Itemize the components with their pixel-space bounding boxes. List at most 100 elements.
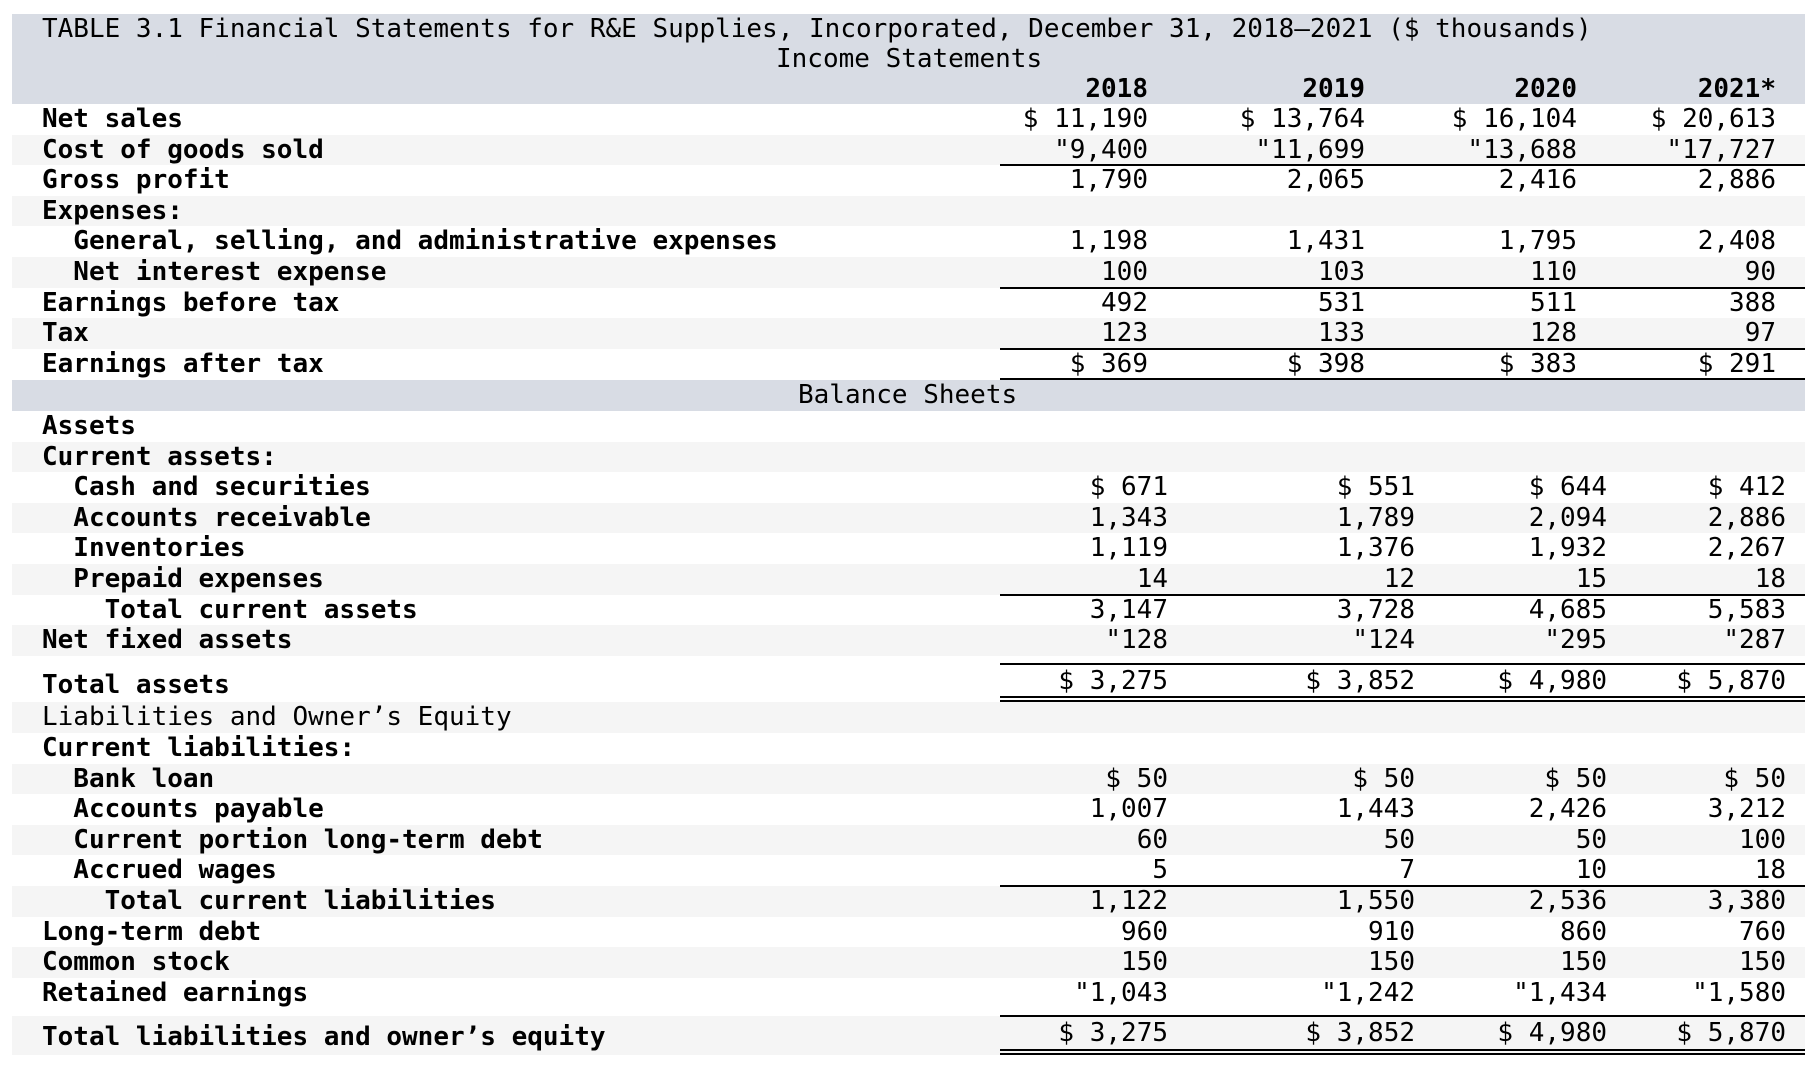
cell-2018: 150: [1121, 947, 1168, 978]
row-label: Prepaid expenses: [42, 564, 324, 594]
cell-2021: $ 412: [1707, 472, 1786, 503]
total-rule: [1000, 378, 1805, 381]
balance-row: Long-term debt 960 910 860 760: [12, 917, 1805, 948]
balance-row: Assets: [12, 411, 1805, 442]
cell-2019: 1,789: [1336, 502, 1415, 533]
cell-2020: 110: [1530, 257, 1577, 287]
cell-2018: 60: [1136, 824, 1168, 855]
cell-2020: 2,416: [1498, 165, 1577, 196]
income-row: Earnings before tax 492 531 511 388: [12, 288, 1805, 319]
cell-2020: 2,094: [1528, 502, 1607, 533]
cell-2020: 511: [1530, 287, 1577, 318]
row-label: Earnings before tax: [42, 287, 340, 318]
cell-2019: 1,376: [1336, 533, 1415, 564]
year-header-2020: 2020: [1514, 74, 1577, 104]
row-label: Assets: [42, 411, 136, 441]
cell-2018: "1,043: [1074, 977, 1168, 1008]
cell-2021: 97: [1744, 318, 1776, 349]
cell-2021: 5,583: [1707, 594, 1786, 625]
cell-2018: 1,122: [1089, 886, 1168, 916]
balance-row: Current liabilities:: [12, 733, 1805, 764]
cell-2019: $ 13,764: [1239, 104, 1365, 134]
cell-2021: 90: [1744, 257, 1776, 287]
row-label: Gross profit: [42, 165, 230, 196]
balance-row: Net fixed assets "128 "124 "295 "287: [12, 625, 1805, 656]
cell-2018: 1,198: [1069, 226, 1148, 257]
row-label: Net fixed assets: [42, 625, 293, 656]
cell-2021: 18: [1754, 855, 1786, 886]
income-row: Net interest expense 100 103 110 90: [12, 257, 1805, 288]
total-rule: [1000, 662, 1805, 665]
cell-2020: "13,688: [1467, 134, 1577, 165]
cell-2019: "124: [1352, 625, 1415, 656]
total-rule: [1000, 1015, 1805, 1018]
cell-2020: 1,932: [1528, 533, 1607, 564]
balance-row: Total assets $ 3,275 $ 3,852 $ 4,980 $ 5,870: [12, 664, 1805, 703]
cell-2018: $ 50: [1105, 763, 1168, 794]
balance-row: Total liabilities and owner’s equity $ 3,…: [12, 1016, 1805, 1055]
cell-2021: 2,267: [1707, 533, 1786, 564]
balance-row: Current portion long-term debt 60 50 50 100: [12, 824, 1805, 856]
year-header-2021: 2021*: [1697, 74, 1776, 104]
cell-2021: 2,408: [1697, 226, 1776, 257]
total-rule: [1000, 593, 1805, 596]
balance-row: Prepaid expenses 14 12 15 18: [12, 564, 1805, 595]
total-rule: [1000, 164, 1805, 167]
income-row: Net sales $ 11,190 $ 13,764 $ 16,104 $ 20,61…: [12, 104, 1805, 135]
row-label: Total liabilities and owner’s equity: [42, 1022, 606, 1053]
row-label: Accrued wages: [42, 855, 277, 886]
balance-sheets-band: [12, 380, 1805, 411]
cell-2019: "11,699: [1255, 134, 1365, 165]
row-label: Cost of goods sold: [42, 134, 324, 165]
cell-2018: $ 671: [1089, 472, 1168, 503]
cell-2018: 123: [1101, 318, 1148, 349]
cell-2020: 50: [1575, 824, 1607, 855]
row-label: Accounts payable: [42, 794, 324, 825]
cell-2019: $ 3,852: [1305, 665, 1415, 696]
cell-2019: 133: [1318, 318, 1365, 349]
cell-2018: 1,007: [1089, 794, 1168, 825]
cell-2019: $ 3,852: [1305, 1018, 1415, 1049]
row-label: Tax: [42, 318, 89, 349]
balance-row: Current assets:: [12, 441, 1805, 473]
table-title: TABLE 3.1 Financial Statements for R&E S…: [42, 14, 1592, 44]
cell-2020: $ 644: [1528, 472, 1607, 503]
income-row: Tax 123 133 128 97: [12, 318, 1805, 349]
cell-2019: 1,550: [1336, 886, 1415, 916]
balance-row: Accounts receivable 1,343 1,789 2,094 2,886: [12, 502, 1805, 534]
cell-2019: 1,431: [1286, 226, 1365, 257]
cell-2019: 910: [1368, 916, 1415, 947]
balance-row: Retained earnings "1,043 "1,242 "1,434 "1,58…: [12, 978, 1805, 1009]
cell-2018: $ 369: [1069, 348, 1148, 379]
cell-2021: 3,212: [1707, 794, 1786, 825]
cell-2018: "128: [1105, 625, 1168, 656]
income-row: Gross profit 1,790 2,065 2,416 2,886: [12, 165, 1805, 196]
grand-total-double-rule: [1000, 696, 1805, 703]
row-label: Earnings after tax: [42, 348, 324, 379]
cell-2021: 2,886: [1697, 165, 1776, 196]
cell-2021: $ 5,870: [1676, 1018, 1786, 1049]
cell-2020: 128: [1530, 318, 1577, 349]
row-label: Inventories: [42, 533, 246, 564]
year-header-2018: 2018: [1085, 74, 1148, 104]
cell-2018: "9,400: [1054, 134, 1148, 165]
cell-2021: "17,727: [1666, 134, 1776, 165]
income-row: Earnings after tax $ 369 $ 398 $ 383 $ 291: [12, 349, 1805, 380]
cell-2019: 150: [1368, 947, 1415, 978]
cell-2019: 12: [1383, 564, 1415, 594]
balance-sheets-heading: Balance Sheets: [798, 380, 1018, 410]
row-label: Long-term debt: [42, 916, 262, 947]
cell-2020: $ 383: [1498, 348, 1577, 379]
cell-2021: 2,886: [1707, 502, 1786, 533]
cell-2018: 960: [1121, 916, 1168, 947]
cell-2019: $ 551: [1336, 472, 1415, 503]
cell-2021: 150: [1739, 947, 1786, 978]
cell-2021: $ 20,613: [1650, 104, 1776, 134]
cell-2018: 1,119: [1089, 533, 1168, 564]
cell-2019: 103: [1318, 257, 1365, 287]
row-label: Retained earnings: [42, 977, 309, 1008]
row-label: Total current liabilities: [42, 886, 496, 916]
balance-row: Accounts payable 1,007 1,443 2,426 3,212: [12, 794, 1805, 825]
cell-2018: $ 11,190: [1022, 104, 1148, 134]
cell-2021: 388: [1729, 287, 1776, 318]
